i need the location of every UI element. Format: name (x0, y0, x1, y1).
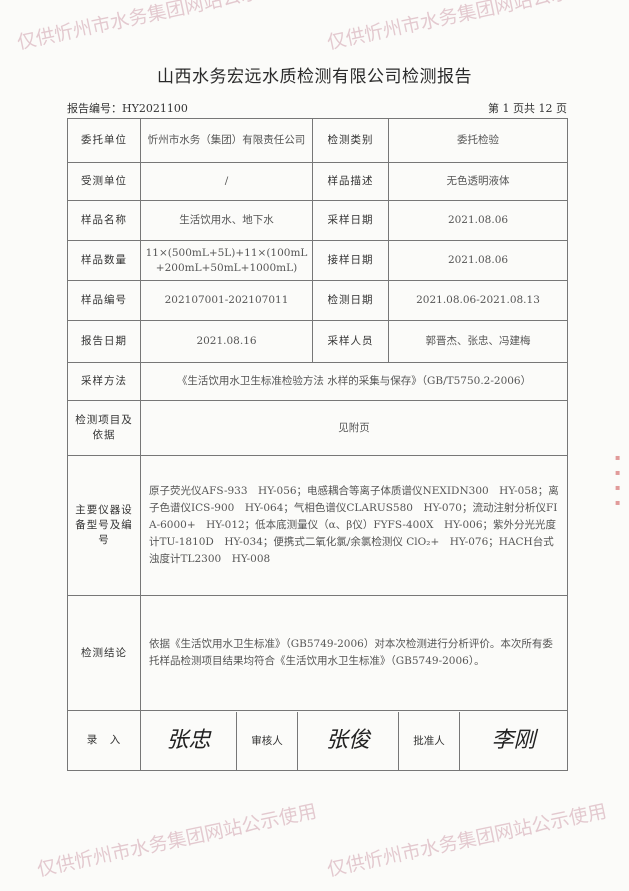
field-value: 依据《生活饮用水卫生标准》（GB5749-2006）对本次检测进行分析评价。本次… (140, 595, 568, 711)
table-row: 委托单位 忻州市水务（集团）有限责任公司 检测类别 委托检验 (67, 118, 568, 163)
entry-signature: 张忠 (142, 711, 237, 770)
field-label: 检测结论 (67, 595, 141, 711)
field-label: 样品数量 (67, 240, 141, 281)
table-row: 报告日期 2021.08.16 采样人员 郭晋杰、张忠、冯建梅 (67, 320, 568, 363)
field-label: 检测日期 (312, 280, 389, 321)
signature-row: 录 入 张忠 审核人 张俊 批准人 李刚 (67, 710, 568, 771)
field-value: 见附页 (140, 400, 568, 456)
entry-label: 录 入 (67, 710, 141, 771)
field-value: 2021.08.06 (388, 240, 568, 281)
field-label: 样品名称 (67, 200, 141, 241)
watermark: 仅供忻州市水务集团网站公示使用 (325, 0, 609, 55)
field-label: 采样方法 (67, 362, 141, 401)
review-label: 审核人 (237, 711, 298, 770)
field-label: 样品描述 (312, 162, 389, 201)
field-value: 11×(500mL+5L)+11×(100mL+200mL+50mL+1000m… (140, 240, 313, 281)
table-row: 样品名称 生活饮用水、地下水 采样日期 2021.08.06 (67, 200, 568, 241)
report-number: 报告编号：HY2021100 (67, 102, 188, 115)
table-row: 主要仪器设备型号及编号 原子荧光仪AFS-933 HY-056；电感耦合等离子体… (67, 455, 568, 596)
field-value: 生活饮用水、地下水 (140, 200, 313, 241)
table-row: 受测单位 / 样品描述 无色透明液体 (67, 162, 568, 201)
field-value: 202107001-202107011 (140, 280, 313, 321)
field-value: 原子荧光仪AFS-933 HY-056；电感耦合等离子体质谱仪NEXIDN300… (140, 455, 568, 596)
field-label: 受测单位 (67, 162, 141, 201)
page-info: 第 1 页共 12 页 (488, 102, 567, 115)
field-label: 接样日期 (312, 240, 389, 281)
field-value: 2021.08.06 (388, 200, 568, 241)
field-label: 采样人员 (312, 320, 389, 363)
field-label: 检测类别 (312, 118, 389, 163)
field-value: 郭晋杰、张忠、冯建梅 (388, 320, 568, 363)
review-signature: 张俊 (298, 711, 399, 770)
field-label: 检测项目及依据 (67, 400, 141, 456)
watermark: 仅供忻州市水务集团网站公示使用 (15, 0, 299, 55)
field-value: 无色透明液体 (388, 162, 568, 201)
field-value: / (140, 162, 313, 201)
table-row: 样品数量 11×(500mL+5L)+11×(100mL+200mL+50mL+… (67, 240, 568, 281)
watermark: 仅供忻州市水务集团网站公示使用 (325, 800, 609, 882)
field-value: 委托检验 (388, 118, 568, 163)
seam-stamp: ▪ ▪ ▪ ▪ (615, 453, 621, 507)
field-value: 《生活饮用水卫生标准检验方法 水样的采集与保存》（GB/T5750.2-2006… (140, 362, 568, 401)
field-value: 2021.08.06-2021.08.13 (388, 280, 568, 321)
table-row: 采样方法 《生活饮用水卫生标准检验方法 水样的采集与保存》（GB/T5750.2… (67, 362, 568, 401)
field-label: 委托单位 (67, 118, 141, 163)
table-row: 检测项目及依据 见附页 (67, 400, 568, 456)
approve-signature: 李刚 (491, 727, 536, 753)
field-value: 忻州市水务（集团）有限责任公司 (140, 118, 313, 163)
table-row: 检测结论 依据《生活饮用水卫生标准》（GB5749-2006）对本次检测进行分析… (67, 595, 568, 711)
watermark: 仅供忻州市水务集团网站公示使用 (35, 800, 319, 882)
field-value: 2021.08.16 (140, 320, 313, 363)
report-table: 委托单位 忻州市水务（集团）有限责任公司 检测类别 委托检验 受测单位 / 样品… (67, 118, 568, 771)
approve-label: 批准人 (399, 711, 460, 770)
table-row: 样品编号 202107001-202107011 检测日期 2021.08.06… (67, 280, 568, 321)
field-label: 样品编号 (67, 280, 141, 321)
field-label: 采样日期 (312, 200, 389, 241)
field-label: 报告日期 (67, 320, 141, 363)
field-label: 主要仪器设备型号及编号 (67, 455, 141, 596)
report-title: 山西水务宏远水质检测有限公司检测报告 (157, 67, 472, 87)
